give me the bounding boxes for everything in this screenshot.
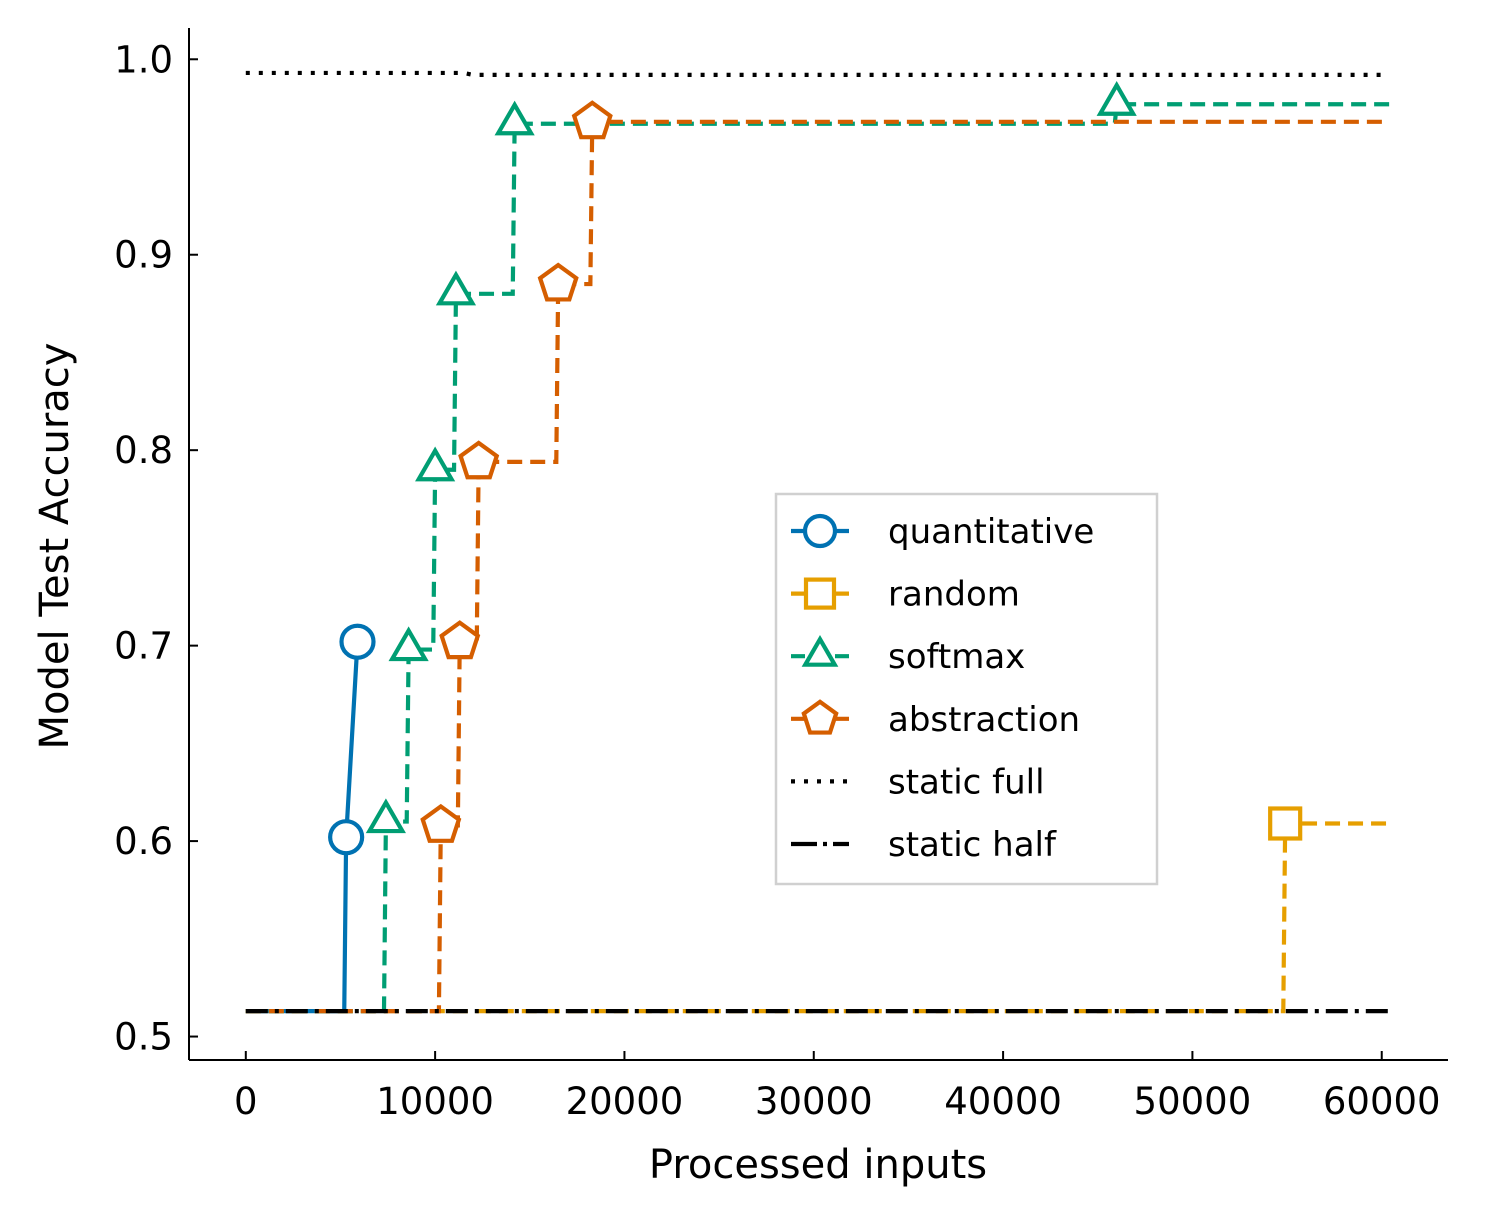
data-point	[458, 440, 500, 480]
data-point	[494, 100, 535, 136]
data-point	[339, 623, 376, 660]
series-random	[245, 806, 1390, 1014]
y-tick-label: 1.0	[114, 38, 173, 81]
y-tick-label: 0.8	[114, 429, 173, 472]
legend-label: static half	[888, 825, 1057, 865]
legend-marker	[803, 577, 837, 610]
x-tick-label: 10000	[376, 1080, 494, 1123]
axes	[188, 28, 1448, 1061]
x-tick-label: 60000	[1323, 1080, 1441, 1123]
legend-marker	[801, 634, 839, 667]
series-static-full	[245, 70, 1390, 78]
y-tick-label: 0.5	[114, 1016, 173, 1059]
legend-marker	[801, 699, 839, 735]
legend: quantitative random softmax abstraction stat…	[774, 492, 1159, 886]
y-axis-title: Model Test Accuracy	[32, 343, 78, 750]
data-point	[415, 446, 456, 482]
legend-entry: static half	[791, 825, 1057, 865]
series-line	[245, 70, 1390, 78]
y-tick-label: 0.7	[114, 625, 173, 668]
x-tick-label: 50000	[1134, 1080, 1252, 1123]
data-point	[1268, 806, 1303, 841]
series-layer	[245, 70, 1390, 1014]
x-tick-label: 30000	[755, 1080, 873, 1123]
y-ticks: 0.5 0.6 0.7 0.8 0.9 1.0	[114, 38, 198, 1059]
data-point	[1096, 81, 1137, 116]
legend-entry: quantitative	[791, 512, 1094, 552]
series-abstraction	[245, 100, 1390, 1014]
y-tick-label: 0.9	[114, 234, 173, 277]
data-point	[328, 819, 365, 856]
x-ticks: 0 10000 20000 30000 40000 50000 60000	[234, 1051, 1441, 1123]
data-point	[435, 270, 477, 306]
data-point	[420, 803, 462, 843]
legend-entry: softmax	[791, 634, 1025, 677]
series-line	[245, 119, 1390, 1014]
legend-entry: static full	[791, 762, 1045, 802]
legend-label: softmax	[888, 637, 1025, 677]
data-point	[388, 626, 429, 662]
legend-label: quantitative	[888, 512, 1094, 552]
data-point	[365, 798, 406, 834]
data-point	[439, 620, 481, 660]
series-line	[245, 821, 1390, 1014]
x-tick-label: 40000	[944, 1080, 1062, 1123]
x-tick-label: 20000	[566, 1080, 684, 1123]
y-tick-label: 0.6	[114, 820, 173, 863]
series-softmax	[245, 81, 1390, 1014]
legend-marker	[802, 513, 838, 549]
legend-label: static full	[888, 762, 1045, 802]
x-tick-label: 0	[234, 1080, 258, 1123]
x-axis-title: Processed inputs	[649, 1142, 987, 1188]
data-point	[571, 100, 613, 140]
legend-entries: quantitative random softmax abstraction stat…	[791, 512, 1094, 865]
legend-entry: abstraction	[791, 699, 1080, 740]
legend-frame	[774, 492, 1159, 886]
series-quantitative	[245, 623, 376, 1014]
data-point	[537, 262, 579, 302]
legend-label: abstraction	[888, 700, 1080, 740]
legend-entry: random	[791, 575, 1020, 615]
legend-label: random	[888, 575, 1020, 615]
